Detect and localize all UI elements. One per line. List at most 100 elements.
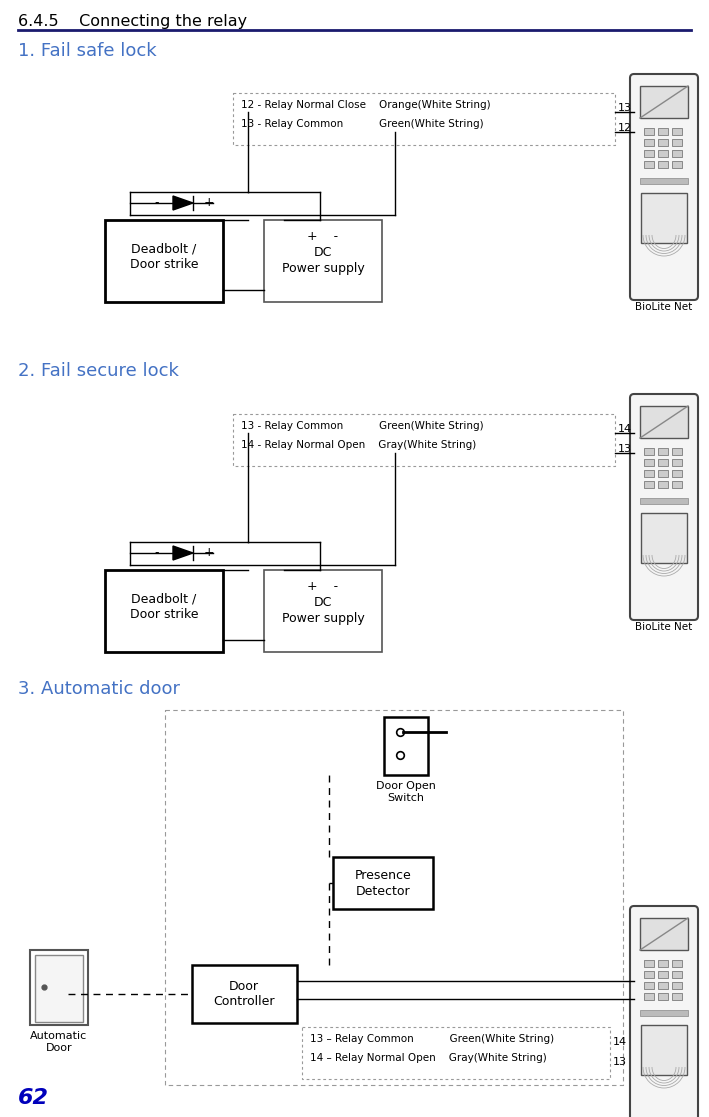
Bar — [658, 448, 668, 455]
Text: Door: Door — [45, 1043, 72, 1053]
Bar — [644, 993, 654, 1000]
Bar — [105, 220, 223, 302]
Bar — [658, 150, 668, 157]
Bar — [658, 470, 668, 477]
Bar — [644, 448, 654, 455]
Bar — [672, 161, 682, 168]
Text: 2. Fail secure lock: 2. Fail secure lock — [18, 362, 179, 380]
Text: -: - — [155, 546, 160, 560]
Bar — [644, 470, 654, 477]
Text: Power supply: Power supply — [281, 262, 364, 275]
Text: 13 - Relay Common           Green(White String): 13 - Relay Common Green(White String) — [241, 120, 484, 128]
Text: -: - — [155, 197, 160, 210]
Bar — [672, 982, 682, 989]
Bar — [640, 405, 688, 438]
Text: Power supply: Power supply — [281, 612, 364, 626]
Bar — [264, 220, 382, 302]
Bar — [658, 161, 668, 168]
Bar — [658, 481, 668, 488]
Bar — [30, 949, 88, 1025]
Text: +: + — [203, 197, 214, 210]
Text: 13 – Relay Common           Green(White String): 13 – Relay Common Green(White String) — [310, 1034, 554, 1044]
Text: 13 - Relay Common           Green(White String): 13 - Relay Common Green(White String) — [241, 421, 484, 431]
Text: Door: Door — [229, 980, 259, 993]
Text: 12: 12 — [618, 123, 632, 133]
Bar — [672, 993, 682, 1000]
Text: Detector: Detector — [356, 885, 411, 898]
Polygon shape — [173, 195, 193, 210]
Bar — [658, 128, 668, 135]
Text: 14: 14 — [618, 424, 632, 435]
Text: BioLite Net: BioLite Net — [635, 302, 693, 312]
Bar — [644, 459, 654, 466]
Bar — [644, 971, 654, 978]
Bar — [641, 193, 687, 244]
Bar — [672, 971, 682, 978]
Bar — [384, 717, 428, 775]
Bar — [640, 918, 688, 949]
Bar — [641, 1025, 687, 1075]
Bar — [658, 459, 668, 466]
Bar — [658, 960, 668, 967]
Bar — [640, 86, 688, 118]
Text: Switch: Switch — [388, 793, 425, 803]
Bar — [644, 139, 654, 146]
Bar — [672, 960, 682, 967]
Bar — [672, 139, 682, 146]
Text: 1. Fail safe lock: 1. Fail safe lock — [18, 42, 157, 60]
Text: 14 - Relay Normal Open    Gray(White String): 14 - Relay Normal Open Gray(White String… — [241, 440, 476, 450]
Bar — [264, 570, 382, 652]
FancyBboxPatch shape — [630, 394, 698, 620]
Text: +    -: + - — [308, 580, 339, 593]
Bar — [165, 710, 623, 1085]
Text: 6.4.5    Connecting the relay: 6.4.5 Connecting the relay — [18, 15, 247, 29]
Bar — [302, 1027, 610, 1079]
Text: Controller: Controller — [213, 995, 275, 1008]
Text: DC: DC — [314, 596, 333, 609]
Bar — [672, 448, 682, 455]
Text: Presence: Presence — [354, 869, 411, 882]
Bar — [672, 128, 682, 135]
Text: Deadbolt /: Deadbolt / — [131, 242, 196, 255]
Text: 62: 62 — [18, 1088, 49, 1108]
Bar — [658, 139, 668, 146]
Bar — [233, 93, 615, 145]
FancyBboxPatch shape — [630, 906, 698, 1117]
Bar — [644, 128, 654, 135]
Text: 14: 14 — [613, 1037, 627, 1047]
Text: 13: 13 — [618, 443, 632, 454]
Text: 12 - Relay Normal Close    Orange(White String): 12 - Relay Normal Close Orange(White Str… — [241, 101, 491, 109]
Bar — [641, 513, 687, 563]
Text: Door Open: Door Open — [376, 781, 436, 791]
Text: +: + — [203, 546, 214, 560]
Text: DC: DC — [314, 246, 333, 259]
Text: Deadbolt /: Deadbolt / — [131, 592, 196, 605]
Bar — [672, 470, 682, 477]
Bar — [644, 161, 654, 168]
Bar — [644, 150, 654, 157]
Bar — [640, 178, 688, 184]
Text: BioLite Net: BioLite Net — [635, 622, 693, 632]
Bar — [644, 982, 654, 989]
Bar — [672, 150, 682, 157]
Bar — [672, 481, 682, 488]
Text: 14 – Relay Normal Open    Gray(White String): 14 – Relay Normal Open Gray(White String… — [310, 1053, 547, 1063]
Text: 13: 13 — [618, 103, 632, 113]
Bar — [35, 955, 83, 1022]
Bar — [644, 960, 654, 967]
Bar — [640, 498, 688, 504]
FancyBboxPatch shape — [630, 74, 698, 300]
Polygon shape — [173, 546, 193, 560]
Text: Automatic: Automatic — [30, 1031, 88, 1041]
Text: +    -: + - — [308, 230, 339, 244]
Text: Door strike: Door strike — [130, 608, 199, 621]
Bar — [658, 993, 668, 1000]
Text: Door strike: Door strike — [130, 258, 199, 271]
Bar — [640, 1010, 688, 1016]
Bar — [105, 570, 223, 652]
Bar — [658, 982, 668, 989]
Bar — [333, 857, 433, 909]
Text: 3. Automatic door: 3. Automatic door — [18, 680, 180, 698]
Text: 13: 13 — [613, 1057, 627, 1067]
Bar — [672, 459, 682, 466]
